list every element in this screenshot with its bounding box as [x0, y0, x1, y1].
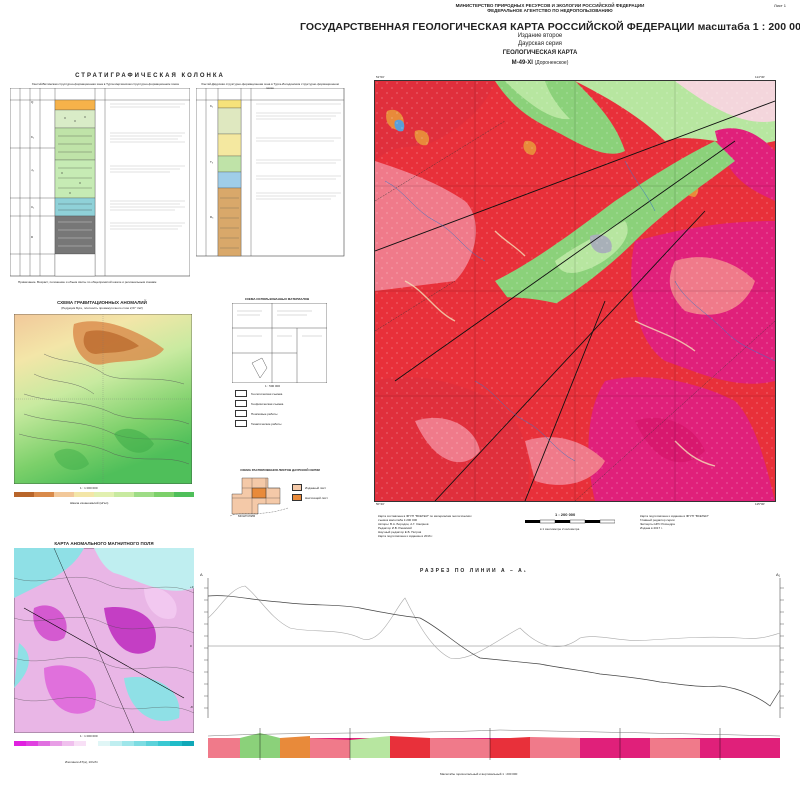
series: Даурская серия [518, 41, 562, 47]
scale-bar [525, 519, 615, 524]
layout-legend: Изданный лист Настоящий лист [292, 484, 328, 501]
sources-legend-label: Тематические работы [251, 421, 282, 426]
sources-legend-item: Тематические работы [235, 420, 335, 427]
strat-index-5: D [31, 235, 34, 239]
geological-section [204, 578, 784, 760]
sources-legend-label: Поисковые работы [251, 411, 278, 416]
legend-swatch [235, 410, 247, 417]
gravity-title: СХЕМА ГРАВИТАЦИОННЫХ АНОМАЛИЙ [57, 300, 147, 305]
strat-index-4: C₁ [31, 205, 35, 209]
strat-column-right [196, 88, 345, 257]
gravity-color-scale [14, 492, 194, 497]
sources-scheme [232, 303, 327, 383]
geological-map [375, 81, 775, 501]
grid-label-nw: 51°00' [376, 75, 385, 79]
layout-scheme-map [229, 477, 289, 517]
sources-legend: Геологическая съемка Геофизическая съемк… [235, 390, 335, 427]
layout-legend-item: Изданный лист [292, 484, 328, 491]
credit-line: Карта составлена в ФГУП "ВСЕГЕИ" по мате… [378, 514, 472, 518]
magnetic-title: КАРТА АНОМАЛЬНОГО МАГНИТНОГО ПОЛЯ [54, 541, 154, 546]
ministry-line-1: МИНИСТЕРСТВО ПРИРОДНЫХ РЕСУРСОВ И ЭКОЛОГ… [455, 3, 645, 8]
map-type: ГЕОЛОГИЧЕСКАЯ КАРТА [502, 50, 578, 56]
geological-map-frame [374, 80, 776, 502]
credits-right: Карта подготовлена к изданию в ФГУП "ВСЕ… [640, 514, 780, 530]
legend-swatch [235, 390, 247, 397]
credit-line: Карта подготовлена к изданию в ФГУП "ВСЕ… [640, 514, 709, 518]
strat-index-3: J₃ [31, 168, 34, 172]
strat-column-left [10, 88, 190, 277]
sheet-name: (Дороненское) [534, 60, 569, 66]
y-label-zero: 0 [190, 644, 192, 648]
magnetic-map [14, 548, 194, 733]
grid-label-se: 115°00' [755, 502, 765, 506]
credit-line: Эксперты НРС Роснедра [640, 522, 675, 526]
magnetic-scale: 1 : 1 000 000 [80, 734, 98, 738]
grid-label-sw: 50°40' [376, 502, 385, 506]
sources-legend-label: Геофизическая съемка [251, 401, 284, 406]
sources-title: СХЕМА ИСПОЛЬЗОВАННЫХ МАТЕРИАЛОВ [244, 297, 310, 301]
y-label-bottom: -8 [190, 705, 193, 709]
strat-r-index-1: K₁ [210, 104, 214, 108]
strat-index-1: Q [31, 100, 34, 104]
sheet-code: M-49-XI [511, 60, 533, 66]
section-label-a: А [200, 572, 203, 577]
zone-left-caption: Хэнтэй-Витимская структурно-формационная… [31, 82, 180, 86]
main-scale: 1 : 200 000 [555, 512, 576, 517]
sources-legend-item: Геофизическая съемка [235, 400, 335, 407]
credit-line: Авторы: В.А. Бородин, А.Г. Смирнов [378, 522, 429, 526]
strat-footnote: Примечание. Возраст, положение и объем с… [18, 280, 157, 284]
section-footnote: Масштабы горизонтальный и вертикальный 1… [440, 772, 518, 776]
magnetic-color-scale [14, 741, 194, 746]
credit-line: Главный редактор серии [640, 518, 675, 522]
section-title: РАЗРЕЗ ПО ЛИНИИ А – А₁ [420, 568, 528, 574]
credit-line: съемок масштаба 1:200 000 [378, 518, 418, 522]
sources-legend-label: Геологическая съемка [251, 391, 283, 396]
credits-left: Карта составлена в ФГУП "ВСЕГЕИ" по мате… [378, 514, 528, 538]
gravity-scale: 1 : 1 000 000 [80, 486, 98, 490]
credit-line: Издана в 2017 г. [640, 526, 663, 530]
legend-swatch [235, 420, 247, 427]
section-label-a1: А₁ [776, 572, 781, 577]
legend-swatch [235, 400, 247, 407]
country-label: МОНГОЛИЯ [238, 514, 256, 518]
legend-swatch [292, 494, 302, 501]
legend-swatch [292, 484, 302, 491]
magnetic-legend-label: Изолинии ΔТ(а), 10²нТл [65, 760, 98, 764]
credit-line: Научный редактор Е.Б. Петров [378, 530, 422, 534]
ministry-line-2: ФЕДЕРАЛЬНОЕ АГЕНТСТВО ПО НЕДРОПОЛЬЗОВАНИ… [487, 8, 613, 13]
map-main-title: ГОСУДАРСТВЕННАЯ ГЕОЛОГИЧЕСКАЯ КАРТА РОСС… [300, 21, 800, 33]
ministry-header: МИНИСТЕРСТВО ПРИРОДНЫХ РЕСУРСОВ И ЭКОЛОГ… [350, 3, 750, 13]
stratigraphy-title: СТРАТИГРАФИЧЕСКАЯ КОЛОНКА [75, 73, 225, 79]
credit-line: Редактор И.В. Ржевский [378, 526, 412, 530]
edition: Издание второе [517, 33, 563, 39]
gravity-map [14, 314, 192, 484]
y-label-top: +3 [190, 585, 194, 589]
strat-index-2: K₁ [31, 135, 35, 139]
sources-scale: 1 : 500 000 [265, 384, 281, 388]
sources-legend-item: Поисковые работы [235, 410, 335, 417]
strat-r-index-2: T₃ [210, 160, 214, 164]
grid-label-ne: 114°30' [755, 75, 765, 79]
layout-legend-label: Изданный лист [305, 485, 327, 490]
sheet-code-line: M-49-XI (Дороненское) [330, 60, 750, 66]
layout-legend-item: Настоящий лист [292, 494, 328, 501]
sources-legend-item: Геологическая съемка [235, 390, 335, 397]
gravity-legend-label: Шкала изоаномалий (мГал) [70, 501, 109, 505]
credit-line: Карта подготовлена к изданию в 2016 г. [378, 534, 434, 538]
layout-scheme-title: СХЕМА РАСПОЛОЖЕНИЯ ЛИСТОВ ДАУРСКОЙ СЕРИИ [240, 468, 320, 472]
gravity-subtitle: (Редукция Буге, плотность промежуточного… [61, 306, 143, 310]
strat-r-index-3: D₃ [210, 215, 214, 219]
sheet-number: Лист 1 [773, 3, 786, 8]
layout-legend-label: Настоящий лист [305, 495, 328, 500]
scale-bar-caption: в 1 сантиметре 2 километра [540, 527, 580, 531]
